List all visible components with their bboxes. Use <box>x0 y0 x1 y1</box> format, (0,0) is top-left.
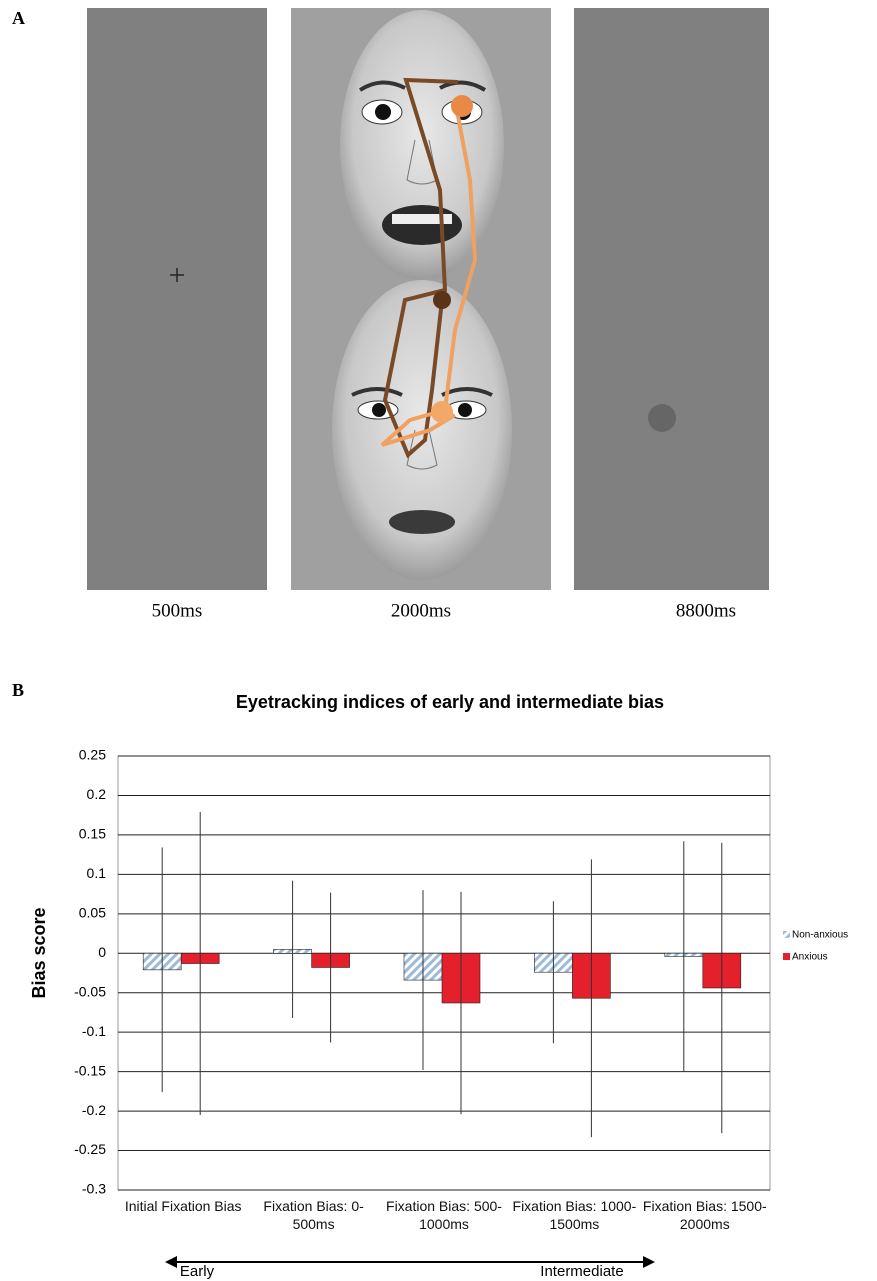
fixation-screen <box>87 8 267 590</box>
duration-label: 2000ms <box>391 600 451 621</box>
duration-label: 500ms <box>152 600 203 621</box>
face-top <box>340 10 504 280</box>
y-tick-label: 0.15 <box>79 826 106 842</box>
probe-dot <box>648 404 676 432</box>
figure: A 500ms 2000ms 8800ms B Eyetracking indi… <box>0 0 877 1281</box>
y-tick-label: 0.25 <box>79 747 106 763</box>
legend-label: Anxious <box>792 952 828 963</box>
y-tick-label: 0 <box>98 944 106 960</box>
legend-label: Non-anxious <box>792 930 848 941</box>
y-axis-title: Bias score <box>29 907 49 998</box>
x-tick-label: Fixation Bias: 1000-1500ms <box>512 1197 636 1233</box>
y-tick-label: -0.3 <box>82 1181 106 1197</box>
fixation-cluster <box>431 401 453 423</box>
x-tick-label: Initial Fixation Bias <box>121 1197 245 1215</box>
y-tick-label: -0.05 <box>74 983 106 999</box>
chart-title: Eyetracking indices of early and interme… <box>236 692 664 712</box>
y-tick-label: 0.05 <box>79 905 106 921</box>
panel-label: A <box>12 8 25 28</box>
legend-swatch <box>783 953 790 960</box>
x-tick-label: Fixation Bias: 0-500ms <box>252 1197 376 1233</box>
face-bottom <box>332 280 512 580</box>
y-tick-label: -0.25 <box>74 1141 106 1157</box>
panel-label: B <box>12 680 24 700</box>
y-tick-label: -0.2 <box>82 1102 106 1118</box>
x-tick-label: Fixation Bias: 1500-2000ms <box>643 1197 767 1233</box>
annotation: Early <box>180 1263 215 1280</box>
canvas: A 500ms 2000ms 8800ms B Eyetracking indi… <box>0 0 877 1281</box>
duration-label: 8800ms <box>676 600 736 621</box>
fixation-cluster <box>433 291 451 309</box>
fixation-cluster <box>451 95 473 117</box>
annotation: Intermediate <box>540 1263 623 1280</box>
x-tick-label: Fixation Bias: 500-1000ms <box>382 1197 506 1233</box>
legend-swatch <box>783 931 790 938</box>
y-tick-label: 0.2 <box>87 786 107 802</box>
y-tick-label: 0.1 <box>87 865 107 881</box>
y-tick-label: -0.1 <box>82 1023 106 1039</box>
y-tick-label: -0.15 <box>74 1062 106 1078</box>
probe-screen <box>574 8 769 590</box>
